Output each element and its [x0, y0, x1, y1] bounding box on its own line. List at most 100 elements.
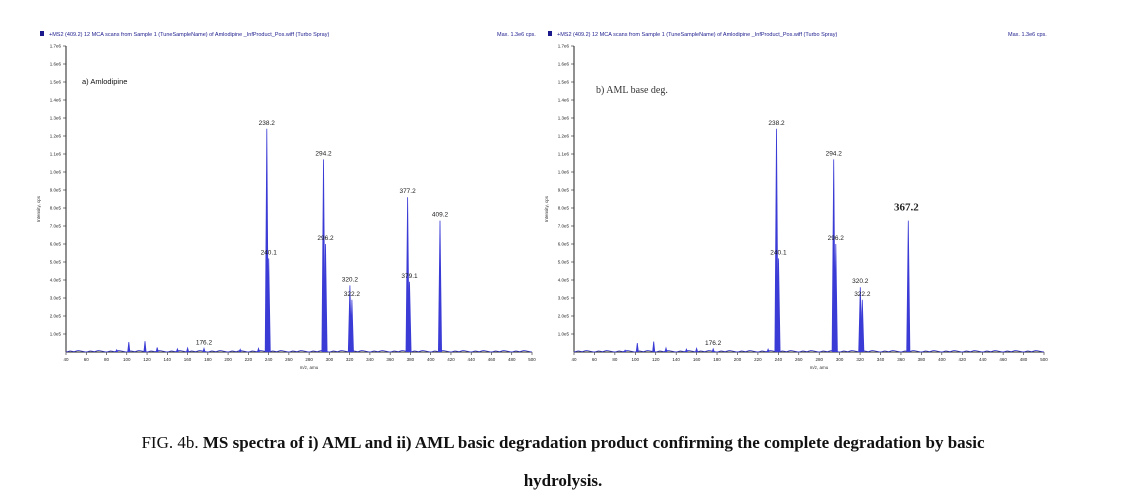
- peak-label: 377.2: [399, 188, 416, 195]
- y-tick-label: 5.0e5: [50, 260, 62, 265]
- y-tick-label: 4.0e5: [50, 278, 62, 283]
- y-axis-title: Intensity, cps: [544, 195, 549, 222]
- max-intensity-label: Max. 1.3e6 cps.: [1008, 32, 1047, 38]
- x-tick-label: 380: [407, 357, 415, 362]
- y-tick-label: 1.0e5: [558, 332, 570, 337]
- x-tick-label: 120: [143, 357, 151, 362]
- y-tick-label: 9.0e5: [50, 188, 62, 193]
- x-tick-label: 160: [693, 357, 701, 362]
- x-tick-label: 60: [592, 357, 598, 362]
- y-tick-label: 8.0e5: [558, 206, 570, 211]
- x-tick-label: 220: [245, 357, 253, 362]
- x-tick-label: 340: [877, 357, 885, 362]
- x-tick-label: 400: [427, 357, 435, 362]
- figure-caption-line2: hydrolysis.: [0, 471, 1126, 491]
- y-tick-label: 1.4e6: [558, 98, 570, 103]
- peak: [776, 258, 781, 353]
- x-axis-title: m/z, amu: [300, 365, 319, 370]
- x-tick-label: 480: [1020, 357, 1028, 362]
- peak-label: 176.2: [705, 340, 722, 347]
- x-tick-label: 360: [386, 357, 394, 362]
- x-tick-label: 320: [346, 357, 354, 362]
- peak: [695, 347, 699, 353]
- y-tick-label: 1.0e6: [50, 170, 62, 175]
- y-tick-label: 4.0e5: [558, 278, 570, 283]
- x-tick-label: 300: [836, 357, 844, 362]
- x-tick-label: 460: [999, 357, 1007, 362]
- y-tick-label: 5.0e5: [558, 260, 570, 265]
- peak-label: 240.1: [770, 249, 787, 256]
- y-tick-label: 1.1e6: [50, 152, 62, 157]
- x-tick-label: 300: [326, 357, 334, 362]
- y-tick-label: 3.0e5: [50, 296, 62, 301]
- x-tick-label: 260: [285, 357, 293, 362]
- x-tick-label: 60: [84, 357, 90, 362]
- panel-label: b) AML base deg.: [596, 85, 668, 96]
- x-tick-label: 380: [918, 357, 926, 362]
- peak-label: 238.2: [768, 120, 785, 127]
- peak: [407, 281, 412, 353]
- x-tick-label: 280: [815, 357, 823, 362]
- x-tick-label: 420: [447, 357, 455, 362]
- peak-label: 240.1: [261, 249, 278, 256]
- peak: [635, 342, 639, 353]
- peak: [860, 299, 865, 353]
- x-tick-label: 40: [63, 357, 69, 362]
- peak-label: 320.2: [852, 278, 869, 285]
- x-tick-label: 80: [104, 357, 110, 362]
- x-tick-label: 460: [488, 357, 496, 362]
- peak: [711, 347, 715, 353]
- peak: [238, 348, 242, 353]
- x-tick-label: 440: [467, 357, 475, 362]
- peak-label: 238.2: [259, 120, 276, 127]
- x-tick-label: 400: [938, 357, 946, 362]
- max-intensity-label: Max. 1.3e6 cps.: [497, 32, 536, 38]
- peak: [264, 128, 269, 353]
- peak: [143, 341, 147, 353]
- peak-label: 409.2: [432, 212, 449, 219]
- x-tick-label: 180: [713, 357, 721, 362]
- peak: [115, 348, 119, 353]
- caption-line1: MS spectra of i) AML and ii) AML basic d…: [202, 433, 985, 452]
- y-tick-label: 1.7e6: [558, 44, 570, 49]
- peak: [155, 347, 159, 353]
- peak: [349, 299, 354, 353]
- panel-label: a) Amlodipine: [82, 77, 127, 86]
- peak: [774, 128, 779, 353]
- y-tick-label: 1.2e6: [50, 134, 62, 139]
- y-axis-title: Intensity, cps: [36, 195, 41, 222]
- x-tick-label: 500: [1040, 357, 1048, 362]
- y-tick-label: 7.0e5: [50, 224, 62, 229]
- y-tick-label: 1.6e6: [558, 62, 570, 67]
- x-tick-label: 320: [856, 357, 864, 362]
- x-tick-label: 440: [979, 357, 987, 362]
- figure-caption: FIG. 4b. MS spectra of i) AML and ii) AM…: [0, 433, 1126, 453]
- peak-label: 176.2: [196, 339, 213, 346]
- y-tick-label: 6.0e5: [50, 242, 62, 247]
- peak-label: 322.2: [854, 291, 871, 298]
- x-tick-label: 280: [305, 357, 313, 362]
- x-tick-label: 220: [754, 357, 762, 362]
- y-tick-label: 2.0e5: [558, 314, 570, 319]
- peak: [766, 347, 770, 353]
- peak: [438, 220, 442, 353]
- peak-label: 294.2: [826, 150, 843, 157]
- peak-label: 320.2: [342, 276, 359, 283]
- caption-line2: hydrolysis.: [523, 471, 603, 490]
- x-tick-label: 240: [265, 357, 273, 362]
- peak-label: 296.2: [317, 235, 334, 242]
- x-tick-label: 480: [508, 357, 516, 362]
- peak-label: 367.2: [894, 202, 919, 214]
- spectrum-header: +MS2 (409.2) 12 MCA scans from Sample 1 …: [557, 32, 837, 38]
- peak: [127, 342, 131, 353]
- peak: [684, 347, 688, 353]
- y-tick-label: 1.4e6: [50, 98, 62, 103]
- peak: [664, 346, 668, 353]
- y-tick-label: 9.0e5: [558, 188, 570, 193]
- x-tick-label: 200: [224, 357, 232, 362]
- peak-label: 294.2: [315, 150, 332, 157]
- peak: [906, 220, 911, 353]
- x-tick-label: 240: [775, 357, 783, 362]
- y-tick-label: 7.0e5: [558, 224, 570, 229]
- peak: [186, 346, 190, 353]
